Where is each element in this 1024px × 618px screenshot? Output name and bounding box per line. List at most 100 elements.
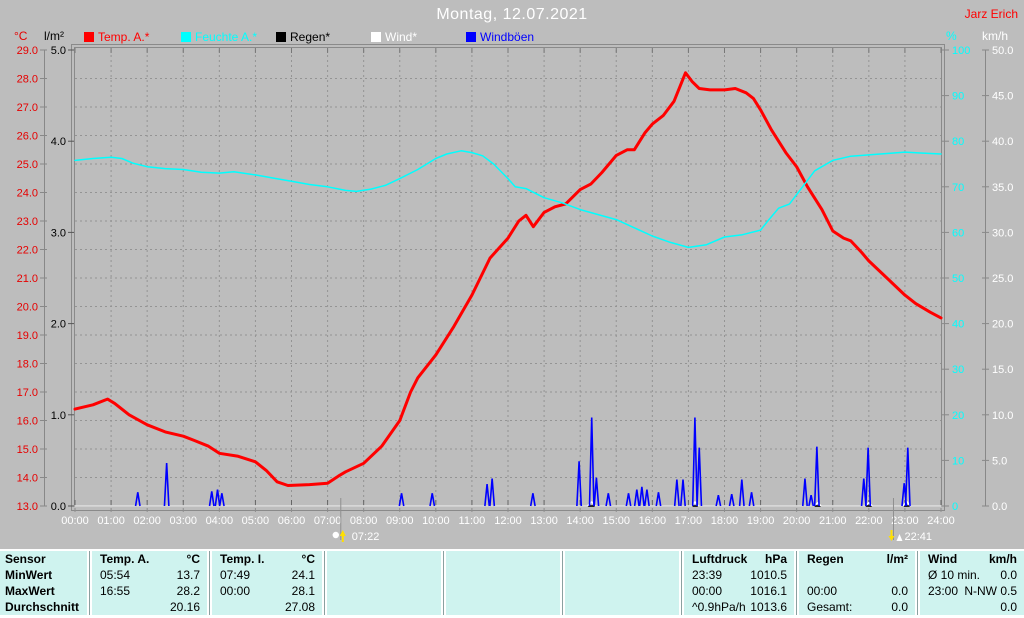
temp-tick-label: 19.0 — [17, 330, 38, 342]
gust-spike — [801, 478, 808, 507]
legend-swatch-icon — [276, 32, 286, 42]
table-column-regen: Regen l/m² 00:00 0.0 Gesamt: 0.0 — [799, 551, 915, 615]
x-tick-label: 04:00 — [206, 515, 234, 527]
gridlines — [75, 50, 941, 506]
table-column-header: Regen l/m² — [807, 552, 908, 566]
table-column-header: Wind km/h — [928, 552, 1017, 566]
x-tick-label: 18:00 — [711, 515, 739, 527]
legend-swatch-icon — [84, 32, 94, 42]
gust-spike — [398, 493, 405, 507]
temp-axis: 29.0 28.0 27.0 26.0 25.0 24.0 23.0 22.0 21.0 20.0… — [17, 45, 47, 513]
gust-spike — [484, 484, 491, 507]
x-tick-label: 09:00 — [386, 515, 414, 527]
legend-item-5: Windböen — [466, 30, 534, 44]
temp-tick-label: 18.0 — [17, 359, 38, 371]
table-column-header: Luftdruck hPa — [692, 552, 787, 566]
table-row-label: MinWert — [5, 568, 53, 582]
temp-tick-label: 16.0 — [17, 416, 38, 428]
x-tick-label: 15:00 — [602, 515, 630, 527]
temp-tick-label: 24.0 — [17, 188, 38, 200]
x-axis-labels: 00:00 01:00 02:00 03:00 04:00 05:00 06:00 07:00… — [61, 515, 955, 527]
table-column-empty — [565, 551, 679, 615]
table-column-empty — [327, 551, 441, 615]
table-column-empty — [446, 551, 560, 615]
rain-tick-label: 5.0 — [51, 45, 66, 57]
x-tick-label: 24:00 — [927, 515, 955, 527]
summary-table: Sensor MinWert MaxWert Durchschnitt Temp. A.… — [0, 549, 1024, 618]
legend-item-2: Feuchte A.* — [181, 30, 258, 44]
gust-series — [134, 417, 911, 507]
table-row-label: Sensor — [5, 552, 46, 566]
wind-tick-label: 30.0 — [992, 227, 1013, 239]
gust-spike — [593, 477, 600, 507]
table-value-row: 16:55 28.2 — [100, 584, 200, 598]
x-tick-label: 16:00 — [639, 515, 667, 527]
gust-spike — [588, 417, 595, 507]
table-column-separator — [322, 551, 327, 615]
table-column-separator — [794, 551, 799, 615]
wind-tick-label: 10.0 — [992, 410, 1013, 422]
gust-spike — [691, 417, 698, 507]
humidity-tick-label: 90 — [952, 91, 964, 103]
table-value-row: 20.16 — [169, 600, 200, 614]
table-value-row: 07:49 24.1 — [220, 568, 315, 582]
legend-row: °C l/m² % km/h Temp. A.* Feuchte A.* Regen… — [0, 0, 1024, 46]
legend-swatch-icon — [181, 32, 191, 42]
humidity-tick-label: 50 — [952, 273, 964, 285]
legend-item-1: Temp. A.* — [84, 30, 150, 44]
gust-spike — [576, 461, 583, 507]
table-value-row: ^0.9hPa/h 1013.6 — [692, 600, 787, 614]
temp-tick-label: 25.0 — [17, 159, 38, 171]
rain-tick-label: 3.0 — [51, 227, 66, 239]
gust-spike — [813, 446, 820, 507]
temp-tick-label: 13.0 — [17, 501, 38, 513]
gust-spike — [865, 447, 872, 507]
humidity-tick-label: 70 — [952, 182, 964, 194]
rain-tick-label: 1.0 — [51, 410, 66, 422]
gust-spike — [429, 493, 436, 507]
x-tick-label: 06:00 — [278, 515, 306, 527]
table-value-row: 23:39 1010.5 — [692, 568, 787, 582]
table-value-row: 27.08 — [284, 600, 315, 614]
humidity-tick-label: 100 — [952, 45, 970, 57]
legend-label: Temp. A.* — [98, 30, 150, 44]
weather-chart: 29.0 28.0 27.0 26.0 25.0 24.0 23.0 22.0 21.0 20.0… — [17, 44, 1013, 543]
gust-spike — [134, 492, 141, 507]
table-value-row — [799, 567, 915, 583]
gust-spike — [680, 479, 687, 507]
gust-spike — [529, 493, 536, 507]
rain-axis: 5.0 4.0 3.0 2.0 1.0 0.0 — [51, 45, 74, 513]
x-tick-label: 07:00 — [314, 515, 342, 527]
sunset-marker: 22:41 — [888, 498, 932, 543]
gust-spike — [643, 489, 650, 507]
table-value-row: 00:00 0.0 — [807, 584, 908, 598]
x-tick-label: 03:00 — [169, 515, 197, 527]
temp-tick-label: 22.0 — [17, 245, 38, 257]
legend-label: Feuchte A.* — [195, 30, 258, 44]
humidity-tick-label: 60 — [952, 227, 964, 239]
table-column-separator — [441, 551, 446, 615]
wind-axis-unit: km/h — [982, 29, 1009, 43]
gust-spike — [738, 479, 745, 507]
legend-label: Wind* — [385, 30, 418, 44]
sunset-marker-time: 22:41 — [904, 531, 932, 543]
table-column-separator — [207, 551, 212, 615]
sunrise-marker: 07:22 — [332, 498, 379, 543]
table-value-row: Gesamt: 0.0 — [807, 600, 908, 614]
x-tick-label: 17:00 — [675, 515, 703, 527]
temp-tick-label: 14.0 — [17, 473, 38, 485]
wind-tick-label: 15.0 — [992, 364, 1013, 376]
wind-tick-label: 25.0 — [992, 273, 1013, 285]
gust-spike — [489, 478, 496, 507]
humidity-series — [74, 150, 942, 249]
table-value-row: Ø 10 min. 0.0 — [928, 568, 1017, 582]
gust-spike — [218, 493, 225, 507]
x-tick-label: 20:00 — [783, 515, 811, 527]
gust-spike — [904, 447, 911, 507]
table-column-separator — [87, 551, 92, 615]
legend-label: Regen* — [290, 30, 331, 44]
wind-tick-label: 45.0 — [992, 91, 1013, 103]
legend-item-3: Regen* — [276, 30, 331, 44]
table-column-header: Temp. A. °C — [100, 552, 200, 566]
